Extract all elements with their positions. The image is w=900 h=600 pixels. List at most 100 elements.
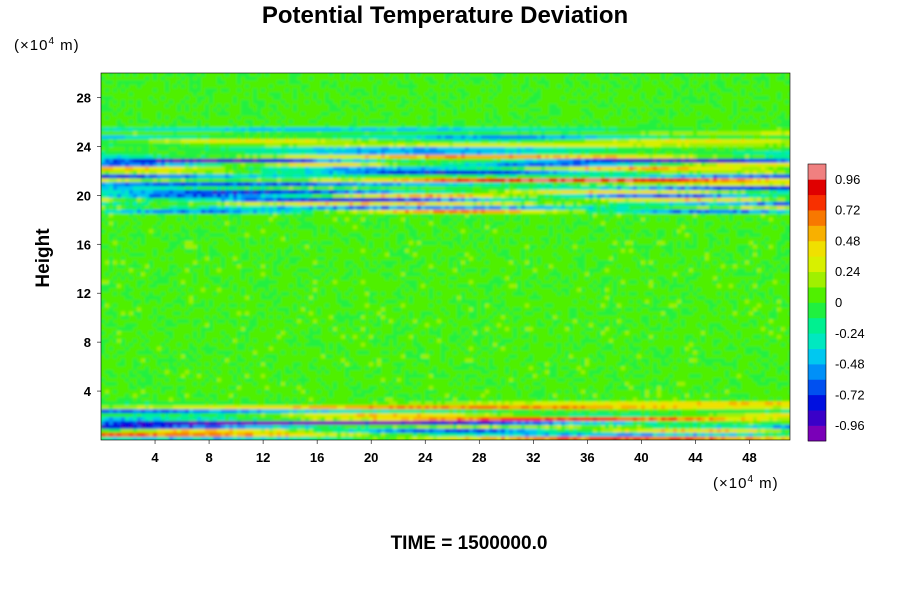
heatmap-cell <box>389 393 394 398</box>
heatmap-cell <box>669 396 674 402</box>
heatmap-cell <box>165 369 170 375</box>
heatmap-cell <box>333 373 338 378</box>
heatmap-cell <box>285 432 290 437</box>
heatmap-cell <box>125 393 130 398</box>
heatmap-cell <box>533 432 538 437</box>
heatmap-cell <box>597 420 602 425</box>
heatmap-cell <box>417 326 422 331</box>
heatmap-cell <box>329 416 334 422</box>
heatmap-cell <box>709 330 714 335</box>
heatmap-cell <box>149 412 154 418</box>
heatmap-cell <box>513 396 518 402</box>
heatmap-cell <box>273 408 278 414</box>
heatmap-cell <box>301 365 306 371</box>
heatmap-cell <box>201 381 206 386</box>
heatmap-cell <box>669 424 674 429</box>
heatmap-cell <box>585 373 590 378</box>
heatmap-cell <box>361 428 366 433</box>
heatmap-cell <box>117 420 122 425</box>
heatmap-cell <box>409 416 414 422</box>
heatmap-cell <box>133 338 138 343</box>
heatmap-cell <box>149 385 154 390</box>
heatmap-cell <box>641 373 646 378</box>
heatmap-cell <box>465 346 470 351</box>
heatmap-cell <box>285 400 290 406</box>
heatmap-cell <box>425 365 430 371</box>
heatmap-cell <box>277 428 282 433</box>
heatmap-cell <box>593 326 598 331</box>
heatmap-cell <box>185 428 190 433</box>
heatmap-cell <box>781 349 786 355</box>
heatmap-cell <box>421 393 426 398</box>
heatmap-cell <box>765 420 770 425</box>
heatmap-cell <box>321 361 326 367</box>
heatmap-cell <box>581 365 586 371</box>
heatmap-cell <box>601 420 606 425</box>
heatmap-cell <box>117 400 122 406</box>
heatmap-cell <box>713 349 718 355</box>
heatmap-cell <box>361 349 366 355</box>
heatmap-cell <box>129 385 134 390</box>
heatmap-cell <box>761 400 766 406</box>
heatmap-cell <box>745 416 750 422</box>
heatmap-cell <box>513 334 518 339</box>
heatmap-cell <box>561 338 566 343</box>
heatmap-cell <box>109 381 114 386</box>
heatmap-cell <box>697 361 702 367</box>
heatmap-cell <box>221 404 226 410</box>
heatmap-cell <box>781 393 786 398</box>
heatmap-cell <box>453 357 458 363</box>
heatmap-cell <box>777 349 782 355</box>
heatmap-cell <box>729 334 734 339</box>
heatmap-cell <box>321 365 326 371</box>
heatmap-cell <box>477 342 482 347</box>
heatmap-cell <box>705 381 710 386</box>
heatmap-cell <box>161 385 166 390</box>
heatmap-cell <box>717 346 722 351</box>
heatmap-cell <box>261 365 266 371</box>
heatmap-cell <box>313 369 318 375</box>
heatmap-cell <box>561 393 566 398</box>
heatmap-cell <box>245 385 250 390</box>
heatmap-cell <box>597 396 602 402</box>
heatmap-cell <box>125 357 130 363</box>
heatmap-cell <box>333 396 338 402</box>
heatmap-cell <box>457 377 462 382</box>
heatmap-cell <box>701 349 706 355</box>
heatmap-cell <box>557 420 562 425</box>
heatmap-cell <box>357 393 362 398</box>
heatmap-cell <box>369 385 374 390</box>
heatmap-cell <box>153 428 158 433</box>
heatmap-cell <box>141 436 146 440</box>
heatmap-cell <box>477 424 482 429</box>
heatmap-cell <box>289 369 294 375</box>
heatmap-cell <box>517 412 522 418</box>
heatmap-cell <box>721 428 726 433</box>
heatmap-cell <box>481 377 486 382</box>
heatmap-cell <box>197 420 202 425</box>
heatmap-cell <box>773 365 778 371</box>
heatmap-cell <box>465 373 470 378</box>
heatmap-cell <box>181 381 186 386</box>
heatmap-cell <box>317 361 322 367</box>
heatmap-cell <box>573 377 578 382</box>
heatmap-cell <box>449 389 454 394</box>
heatmap-cell <box>401 416 406 422</box>
heatmap-cell <box>141 342 146 347</box>
heatmap-cell <box>333 357 338 363</box>
heatmap-cell <box>133 330 138 335</box>
heatmap-cell <box>313 412 318 418</box>
heatmap-cell <box>273 334 278 339</box>
heatmap-cell <box>453 373 458 378</box>
heatmap-cell <box>373 377 378 382</box>
heatmap-cell <box>117 373 122 378</box>
heatmap-cell <box>297 349 302 355</box>
heatmap-cell <box>301 353 306 359</box>
heatmap-cell <box>185 404 190 410</box>
heatmap-cell <box>509 408 514 414</box>
heatmap-cell <box>649 404 654 410</box>
heatmap-cell <box>549 361 554 367</box>
heatmap-cell <box>541 420 546 425</box>
heatmap-cell <box>741 389 746 394</box>
heatmap-cell <box>721 420 726 425</box>
